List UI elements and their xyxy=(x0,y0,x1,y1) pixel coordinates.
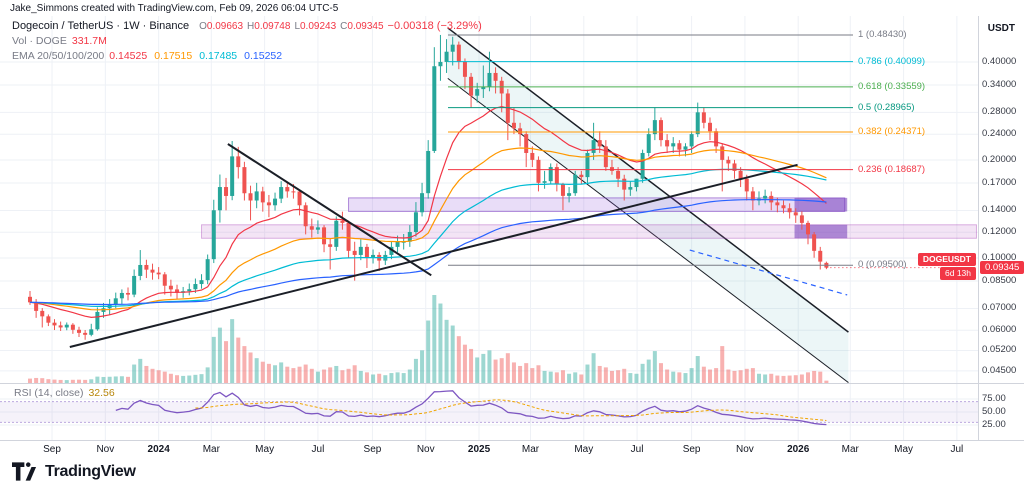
price-chart-canvas[interactable] xyxy=(0,0,1024,460)
time-tick: Jul xyxy=(630,444,644,455)
price-zone-box xyxy=(794,224,848,239)
chart-legend: Dogecoin / TetherUS · 1W · Binance O0.096… xyxy=(12,19,482,64)
price-axis-currency: USDT xyxy=(987,23,1015,34)
tradingview-logo-icon[interactable] xyxy=(12,462,38,481)
price-tick: 0.14000 xyxy=(982,204,1017,216)
ema-value: 0.14525 xyxy=(109,50,148,62)
ema-label: EMA 20/50/100/200 xyxy=(12,50,105,62)
last-price-tag: 0.09345 xyxy=(980,260,1024,274)
time-tick: 2026 xyxy=(787,444,810,455)
fib-label: 0 (0.09500) xyxy=(858,259,907,271)
price-tick: 0.20000 xyxy=(982,154,1017,165)
rsi-tick: 75.00 xyxy=(982,393,1006,404)
time-tick: Mar xyxy=(521,444,540,455)
ema-values: 0.14525 0.17515 0.17485 0.15252 xyxy=(109,50,289,62)
time-tick: Nov xyxy=(96,444,115,455)
fib-label: 0.618 (0.33559) xyxy=(858,80,926,92)
volume-label: Vol · DOGE xyxy=(12,35,67,47)
descending-channel xyxy=(447,27,849,383)
price-tick: 0.34000 xyxy=(982,78,1017,90)
ohlc-value: 0.09663 xyxy=(206,21,244,32)
volume-value: 331.7M xyxy=(71,35,107,47)
ohlc-value: 0.09748 xyxy=(254,21,291,32)
rsi-legend[interactable]: RSI (14, close) 32.56 xyxy=(14,387,115,399)
ema-value: 0.15252 xyxy=(244,50,283,62)
ohlc-key: L xyxy=(294,21,300,32)
ohlc-key: H xyxy=(247,21,255,32)
fib-label: 0.5 (0.28965) xyxy=(858,101,915,113)
time-tick: Nov xyxy=(416,444,435,455)
time-tick: May xyxy=(574,444,594,455)
price-tick: 0.07000 xyxy=(982,302,1017,314)
ema-value: 0.17515 xyxy=(154,50,193,62)
rsi-plot xyxy=(0,390,978,426)
time-tick: Sep xyxy=(43,444,61,455)
time-tick: May xyxy=(255,444,275,455)
ohlc-key: C xyxy=(340,21,348,32)
ema-legend-row[interactable]: EMA 20/50/100/200 0.14525 0.17515 0.17485 0.… xyxy=(12,49,482,63)
time-tick: Sep xyxy=(363,444,382,455)
fib-label: 0.236 (0.18687) xyxy=(858,163,926,175)
volume-legend-row[interactable]: Vol · DOGE 331.7M xyxy=(12,34,482,48)
rsi-tick: 25.00 xyxy=(982,419,1006,430)
price-tick: 0.06000 xyxy=(982,324,1017,336)
change-value: −0.00318 (−3.29%) xyxy=(387,20,482,32)
time-tick: Sep xyxy=(682,444,701,455)
price-tick: 0.40000 xyxy=(982,56,1017,67)
time-tick: Nov xyxy=(735,444,754,455)
tradingview-wordmark[interactable]: TradingView xyxy=(45,462,136,480)
gridlines xyxy=(0,16,978,440)
rsi-tick: 50.00 xyxy=(982,406,1006,417)
price-tick: 0.24000 xyxy=(982,128,1017,140)
ohlc-value: 0.09345 xyxy=(347,21,384,32)
time-tick: May xyxy=(894,444,914,455)
fib-label: 0.382 (0.24371) xyxy=(858,126,926,138)
fib-label: 1 (0.48430) xyxy=(858,28,907,40)
fib-label: 0.786 (0.40099) xyxy=(858,55,926,67)
time-tick: 2024 xyxy=(147,444,170,455)
price-tick: 0.28000 xyxy=(982,106,1017,118)
candlestick-series xyxy=(28,34,829,340)
rsi-label: RSI (14, close) xyxy=(14,387,84,399)
bar-countdown-badge: 6d 13h xyxy=(940,266,976,280)
time-tick: Mar xyxy=(202,444,220,455)
symbol-price-badge[interactable]: DOGEUSDT xyxy=(917,252,976,266)
footer: TradingView xyxy=(12,462,136,481)
ohlc-values: O0.09663 H0.09748 L0.09243 C0.09345 xyxy=(195,20,383,32)
symbol-legend-row[interactable]: Dogecoin / TetherUS · 1W · Binance O0.096… xyxy=(12,19,482,33)
rsi-value: 32.56 xyxy=(88,387,115,399)
ohlc-key: O xyxy=(199,21,207,32)
time-tick: 2025 xyxy=(467,444,491,455)
fib-lines xyxy=(448,34,853,266)
ema-value: 0.17485 xyxy=(199,50,238,62)
price-tick: 0.17000 xyxy=(982,176,1017,188)
price-tick: 0.12000 xyxy=(982,226,1017,238)
time-tick: Jul xyxy=(950,444,964,455)
symbol-title: Dogecoin / TetherUS · 1W · Binance xyxy=(12,20,190,32)
time-tick: Jul xyxy=(311,444,325,455)
price-zone-box xyxy=(794,197,848,212)
time-tick: Mar xyxy=(841,444,859,455)
price-tick: 0.08500 xyxy=(982,275,1017,286)
price-tick: 0.10000 xyxy=(982,252,1017,264)
ohlc-value: 0.09243 xyxy=(300,21,337,32)
attribution-text: Jake_Simmons created with TradingView.co… xyxy=(10,3,339,14)
volume-series xyxy=(28,295,829,383)
trendlines xyxy=(69,143,848,348)
ema-lines xyxy=(29,105,827,319)
price-tick: 0.04500 xyxy=(982,364,1017,376)
price-zone-box xyxy=(201,224,977,239)
price-tick: 0.05200 xyxy=(982,344,1017,356)
